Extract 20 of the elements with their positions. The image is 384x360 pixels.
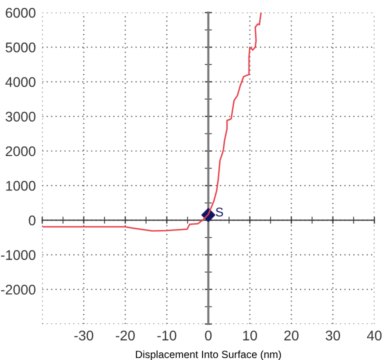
line-series (42, 12, 262, 232)
series-label: S (216, 208, 224, 217)
x-tick-label: 40 (366, 330, 382, 340)
y-tick-label: 1000 (6, 180, 36, 191)
x-tick-label: 0 (205, 330, 212, 340)
y-tick-label: -2000 (1, 284, 36, 295)
y-tick-label: -1000 (1, 250, 36, 260)
y-tick-label: 5000 (6, 42, 36, 52)
y-tick-label: 3000 (6, 112, 36, 122)
y-tick-label: 2000 (6, 146, 36, 156)
x-tick-label: 10 (243, 330, 258, 340)
y-tick-label: 6000 (6, 8, 36, 18)
x-axis-title: Displacement Into Surface (nm) (136, 350, 281, 360)
x-tick-label: -10 (157, 330, 176, 340)
y-tick-label: 4000 (5, 77, 36, 87)
x-tick-label: -20 (116, 330, 135, 340)
x-tick-label: -30 (74, 330, 94, 340)
x-tick-label: 30 (326, 330, 340, 340)
x-tick-label: 20 (284, 330, 299, 340)
y-tick-label: 0 (28, 216, 36, 226)
